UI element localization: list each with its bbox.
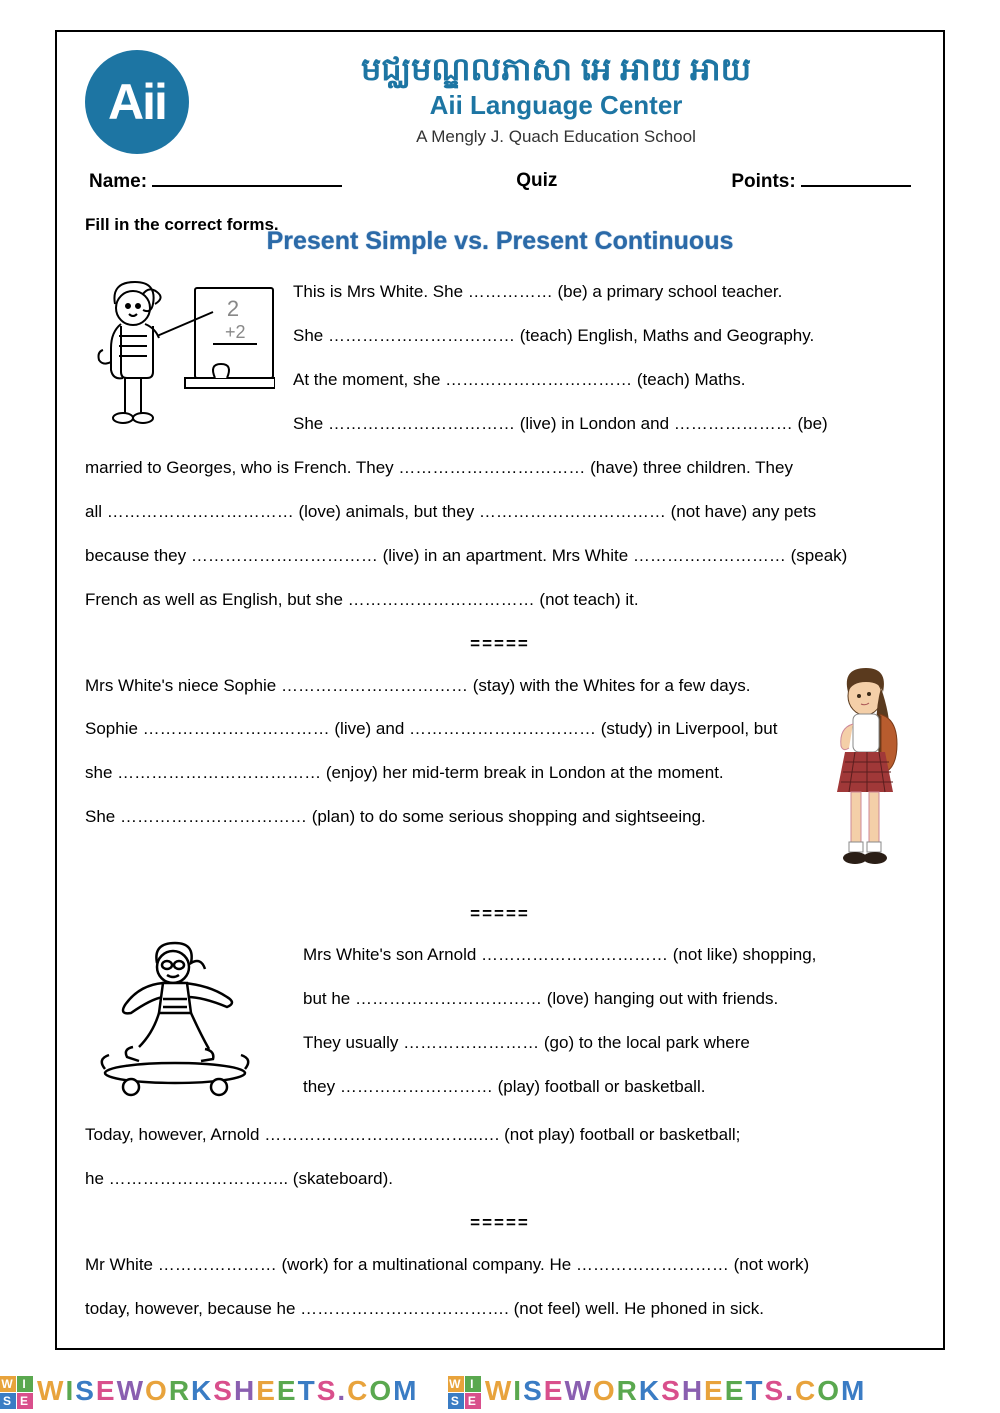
svg-text:+2: +2 <box>225 322 246 342</box>
svg-text:2: 2 <box>227 296 239 321</box>
points-label: Points: <box>731 171 795 192</box>
content: 2 +2 This <box>85 272 915 1329</box>
line-p3e: Today, however, Arnold ………………………………..…. … <box>85 1115 915 1155</box>
line-p1f: all …………………………… (love) animals, but they… <box>85 492 915 532</box>
line-p2c: she ……………………………… (enjoy) her mid-term br… <box>85 753 915 793</box>
english-title: Aii Language Center <box>197 90 915 121</box>
watermark-segment-1: WISEWISEWORKSHEETS.COM <box>0 1375 419 1409</box>
separator-2: ===== <box>85 894 915 934</box>
line-p3f: he ………………………….. (skateboard). <box>85 1159 915 1199</box>
line-p1g: because they …………………………… (live) in an ap… <box>85 536 915 576</box>
watermark: WISEWISEWORKSHEETS.COM WISEWISEWORKSHEET… <box>0 1375 1000 1409</box>
header: Aii មជ្ឈមណ្ឌលភាសា អេ អាយ អាយ Aii Languag… <box>85 50 915 154</box>
info-row: Name: Quiz Points: <box>85 170 915 193</box>
line-p1h: French as well as English, but she ……………… <box>85 580 915 620</box>
separator-3: ===== <box>85 1203 915 1243</box>
name-label: Name: <box>89 171 147 192</box>
teacher-illustration: 2 +2 <box>85 276 275 436</box>
quiz-label: Quiz <box>516 170 557 193</box>
name-blank[interactable] <box>152 170 342 187</box>
points-blank[interactable] <box>801 170 911 187</box>
line-p4b: today, however, because he ……………………………….… <box>85 1289 915 1329</box>
points-field: Points: <box>731 170 911 193</box>
logo-text: Aii <box>108 73 166 131</box>
line-p2a: Mrs White's niece Sophie …………………………… (st… <box>85 666 915 706</box>
line-p2b: Sophie …………………………… (live) and …………………………… <box>85 709 915 749</box>
watermark-segment-2: WISEWISEWORKSHEETS.COM <box>448 1375 867 1409</box>
header-titles: មជ្ឈមណ្ឌលភាសា អេ អាយ អាយ Aii Language Ce… <box>197 50 915 147</box>
worksheet-page: Aii មជ្ឈមណ្ឌលភាសា អេ អាយ អាយ Aii Languag… <box>55 30 945 1350</box>
line-p4a: Mr White ………………… (work) for a multinatio… <box>85 1245 915 1285</box>
name-field: Name: <box>89 170 342 193</box>
separator-1: ===== <box>85 624 915 664</box>
line-p1e: married to Georges, who is French. They … <box>85 448 915 488</box>
line-p2d: She …………………………… (plan) to do some seriou… <box>85 797 915 837</box>
schoolgirl-illustration <box>815 666 915 886</box>
logo-circle: Aii <box>85 50 189 154</box>
khmer-title: មជ្ឈមណ្ឌលភាសា អេ អាយ អាយ <box>197 50 915 88</box>
sub-title: A Mengly J. Quach Education School <box>197 127 915 147</box>
skateboarder-illustration <box>85 939 285 1109</box>
